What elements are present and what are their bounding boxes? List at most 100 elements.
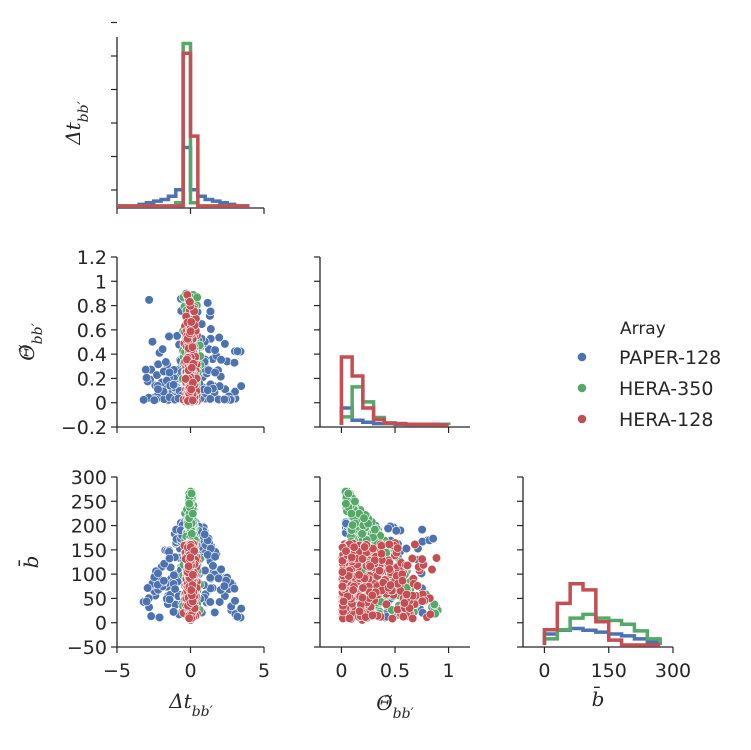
y-tick-label: 200 xyxy=(71,516,107,538)
point-hera-128 xyxy=(417,596,427,606)
histogram-hera-128 xyxy=(339,355,449,427)
point-paper-128 xyxy=(153,568,163,578)
point-hera-128 xyxy=(385,580,396,590)
y-tick-label: 150 xyxy=(71,540,107,562)
histogram-hera-350 xyxy=(542,612,662,645)
point-hera-128 xyxy=(367,590,377,601)
point-paper-128 xyxy=(205,394,215,404)
point-paper-128 xyxy=(205,597,215,607)
point-paper-128 xyxy=(146,611,156,621)
point-paper-128 xyxy=(203,385,213,395)
point-paper-128 xyxy=(230,596,240,606)
point-hera-128 xyxy=(384,564,395,574)
point-hera-128 xyxy=(402,560,413,571)
point-hera-128 xyxy=(344,613,354,623)
x-tick-label: −5 xyxy=(103,660,131,682)
point-hera-350 xyxy=(343,488,353,499)
point-paper-128 xyxy=(161,357,171,367)
point-paper-128 xyxy=(147,337,158,347)
y-tick-label: 0.6 xyxy=(77,320,107,342)
point-paper-128 xyxy=(205,306,216,317)
point-paper-128 xyxy=(213,573,224,584)
y-tick-label: 0.8 xyxy=(77,296,107,318)
point-hera-128 xyxy=(337,567,348,577)
point-paper-128 xyxy=(210,345,220,355)
x-tick-label: 0 xyxy=(538,660,550,682)
point-hera-128 xyxy=(376,549,387,559)
point-hera-128 xyxy=(338,596,349,607)
point-hera-350 xyxy=(341,499,351,509)
point-paper-128 xyxy=(164,594,175,605)
point-hera-128 xyxy=(187,342,198,352)
point-paper-128 xyxy=(168,607,179,617)
point-paper-128 xyxy=(203,298,213,308)
point-paper-128 xyxy=(383,523,393,534)
point-paper-128 xyxy=(214,332,224,343)
point-hera-350 xyxy=(350,496,360,506)
point-paper-128 xyxy=(164,553,175,564)
point-hera-128 xyxy=(399,598,410,608)
point-hera-350 xyxy=(370,525,380,535)
point-hera-128 xyxy=(393,543,403,553)
point-paper-128 xyxy=(391,526,401,536)
point-paper-128 xyxy=(168,380,179,390)
point-hera-128 xyxy=(187,363,197,373)
point-paper-128 xyxy=(210,552,220,562)
point-paper-128 xyxy=(153,359,163,369)
point-hera-128 xyxy=(358,583,368,593)
point-hera-128 xyxy=(417,554,427,564)
point-paper-128 xyxy=(164,331,174,342)
legend-marker-paper-128 xyxy=(577,352,587,362)
point-hera-128 xyxy=(348,585,358,595)
point-hera-128 xyxy=(184,561,194,571)
point-paper-128 xyxy=(141,365,151,375)
y-tick-label: 250 xyxy=(71,491,107,513)
y-axis-label-theta: Θ̃bb′ xyxy=(15,322,46,360)
point-hera-128 xyxy=(188,570,198,580)
point-paper-128 xyxy=(210,607,220,618)
point-paper-128 xyxy=(159,576,169,586)
point-paper-128 xyxy=(401,543,412,554)
axes-r1-c1 xyxy=(314,256,470,433)
point-paper-128 xyxy=(154,612,165,623)
y-tick-label: −0.2 xyxy=(61,417,107,439)
y-tick-label: 300 xyxy=(71,467,107,489)
point-hera-128 xyxy=(374,566,385,576)
point-hera-128 xyxy=(186,384,196,394)
point-hera-350 xyxy=(359,513,369,523)
point-hera-128 xyxy=(186,585,196,595)
point-paper-128 xyxy=(236,603,246,614)
y-tick-label: 0.2 xyxy=(77,368,107,390)
point-paper-128 xyxy=(219,394,229,405)
point-hera-128 xyxy=(354,570,364,580)
point-hera-128 xyxy=(397,576,408,586)
point-paper-128 xyxy=(216,355,226,365)
point-hera-350 xyxy=(188,509,198,519)
y-tick-label: 0 xyxy=(95,393,107,415)
point-paper-128 xyxy=(206,324,216,334)
point-hera-128 xyxy=(387,613,397,624)
point-hera-350 xyxy=(429,599,439,610)
point-hera-350 xyxy=(186,488,197,499)
axes-r2-c1: 0 0.5 1 xyxy=(314,476,470,682)
point-hera-128 xyxy=(402,589,412,600)
point-hera-128 xyxy=(341,546,351,556)
point-hera-128 xyxy=(188,395,198,405)
point-hera-128 xyxy=(398,612,408,622)
point-hera-350 xyxy=(348,520,358,530)
y-tick-label: 50 xyxy=(83,588,107,610)
axes-r0-c0 xyxy=(111,21,265,214)
y-axis-label-dt: Δtbb′ xyxy=(61,100,92,145)
x-axis-label-theta: Θ̃bb′ xyxy=(376,691,414,722)
y-tick-label: 1 xyxy=(95,271,107,293)
point-hera-128 xyxy=(376,541,387,551)
point-hera-128 xyxy=(427,564,437,575)
point-hera-128 xyxy=(381,599,391,609)
x-tick-label: 1 xyxy=(443,660,455,682)
point-hera-128 xyxy=(431,553,442,563)
legend-label-paper-128: PAPER-128 xyxy=(619,347,721,369)
point-hera-128 xyxy=(367,610,378,620)
point-paper-128 xyxy=(428,534,438,544)
point-hera-128 xyxy=(184,613,194,623)
